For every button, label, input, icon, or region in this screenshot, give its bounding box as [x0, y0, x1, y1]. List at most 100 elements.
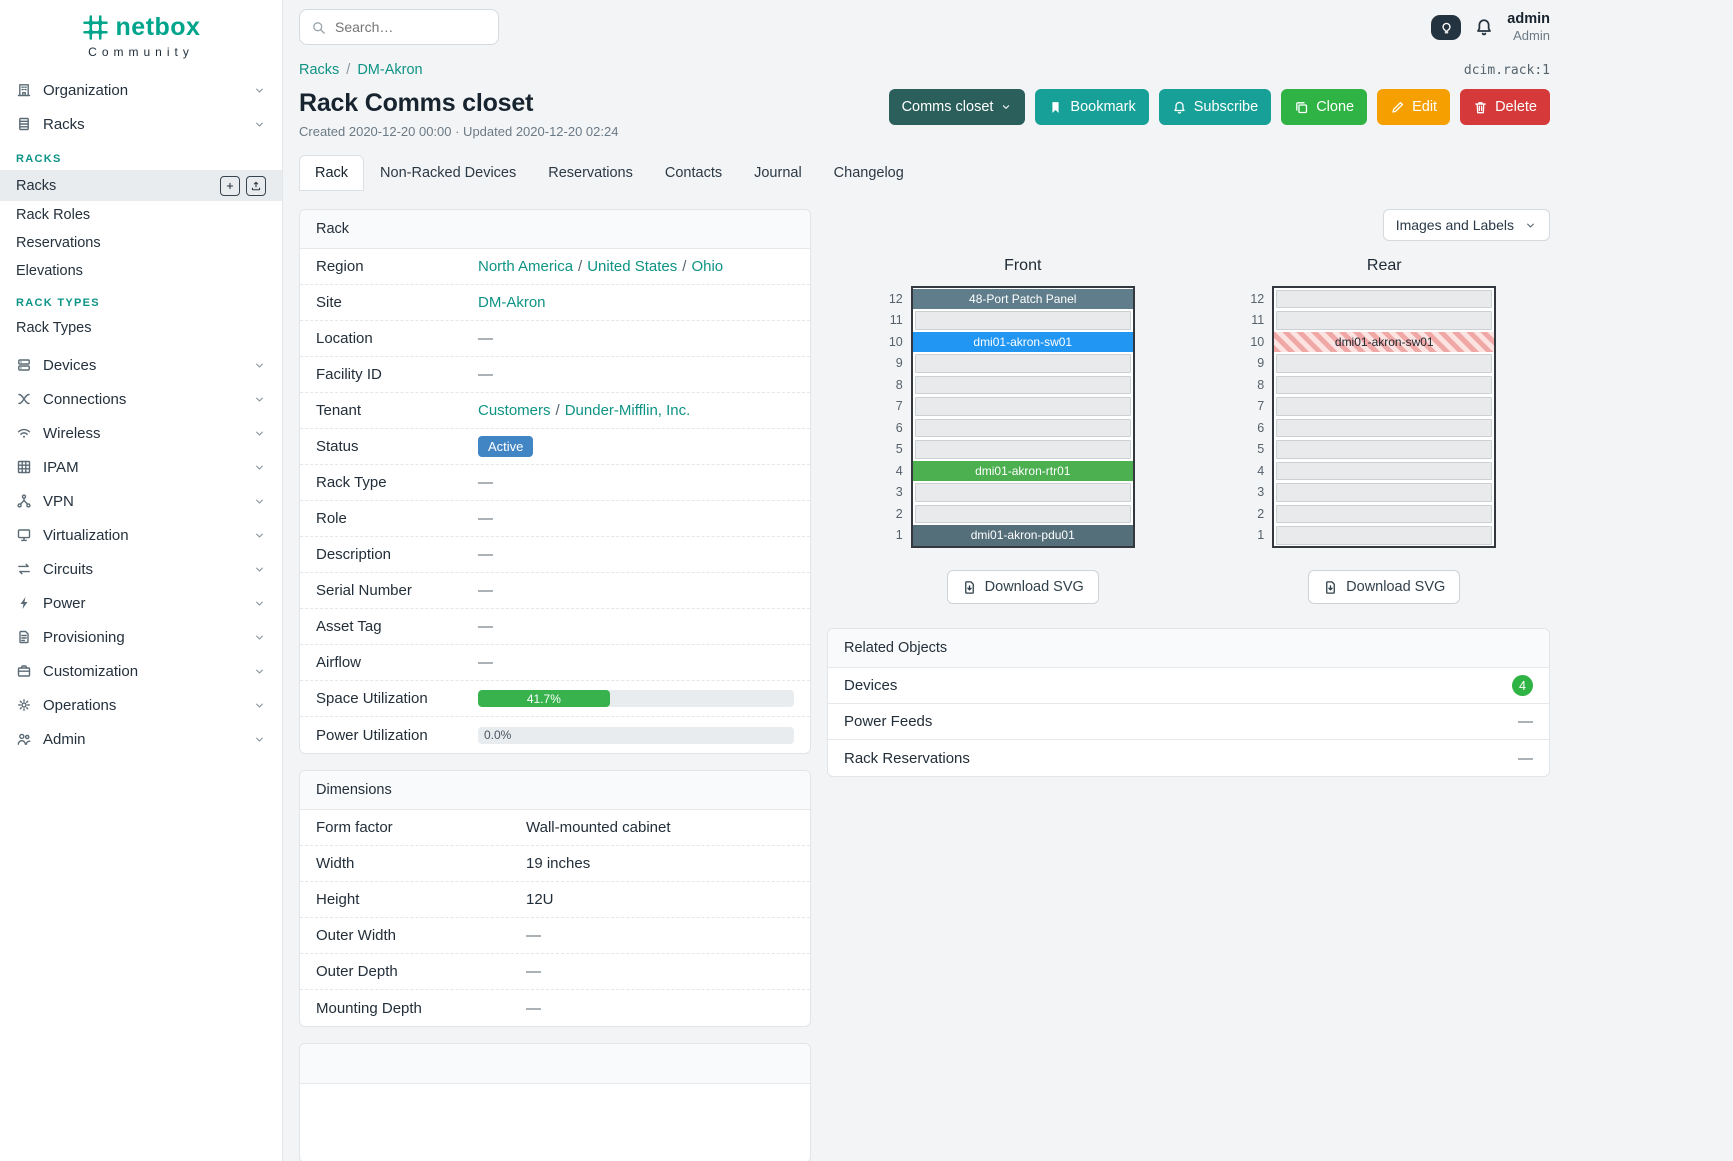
brand-name: netbox: [115, 13, 201, 41]
rack-empty-slot[interactable]: [914, 483, 1131, 502]
sidebar-item-operations[interactable]: Operations: [0, 688, 282, 722]
rack-empty-slot[interactable]: [914, 375, 1131, 394]
rack-empty-slot[interactable]: [1276, 504, 1493, 523]
download-svg-button[interactable]: Download SVG: [1308, 570, 1461, 604]
attr-value: 19 inches: [526, 855, 794, 872]
chevron-down-icon: [253, 597, 266, 610]
attr-row: Location —: [300, 321, 810, 357]
attr-row: Site DM-Akron: [300, 285, 810, 321]
search-input[interactable]: [335, 19, 487, 35]
search-box[interactable]: [299, 9, 499, 45]
tab-reservations[interactable]: Reservations: [548, 165, 633, 181]
breadcrumb-link-racks[interactable]: Racks: [299, 62, 340, 78]
sidebar-item-wireless[interactable]: Wireless: [0, 416, 282, 450]
sidebar-item-ipam[interactable]: IPAM: [0, 450, 282, 484]
rack-empty-slot[interactable]: [914, 311, 1131, 330]
sidebar-item-circuits[interactable]: Circuits: [0, 552, 282, 586]
rack-unit: [913, 439, 1133, 461]
rack-empty-slot[interactable]: [914, 397, 1131, 416]
sidebar-item-label: Operations: [43, 696, 117, 714]
sidebar-subitem-racks[interactable]: Racks: [0, 170, 282, 201]
rack-empty-slot[interactable]: [1276, 418, 1493, 437]
sidebar-item-virtualization[interactable]: Virtualization: [0, 518, 282, 552]
subscribe-button[interactable]: Subscribe: [1158, 89, 1272, 125]
delete-button[interactable]: Delete: [1460, 89, 1550, 125]
sidebar-item-admin[interactable]: Admin: [0, 722, 282, 756]
sidebar-item-provisioning[interactable]: Provisioning: [0, 620, 282, 654]
rack-empty-slot[interactable]: [1276, 311, 1493, 330]
sidebar-item-power[interactable]: Power: [0, 586, 282, 620]
rack-empty-slot[interactable]: [1276, 397, 1493, 416]
related-object-row[interactable]: Devices 4: [828, 668, 1549, 704]
import-button[interactable]: [246, 175, 266, 196]
rack-unit: [913, 353, 1133, 375]
attr-label: Width: [316, 855, 355, 872]
rack-empty-slot[interactable]: [914, 440, 1131, 459]
sidebar-item-vpn[interactable]: VPN: [0, 484, 282, 518]
attr-value: —: [478, 582, 794, 599]
trash-icon: [1473, 100, 1488, 115]
attr-value: DM-Akron: [478, 294, 794, 311]
rack-empty-slot[interactable]: [1276, 526, 1493, 545]
dark-mode-toggle-button[interactable]: [1431, 14, 1462, 40]
sidebar-item-organization[interactable]: Organization: [0, 73, 282, 107]
attr-link[interactable]: United States: [587, 258, 678, 275]
rack-device[interactable]: dmi01-akron-rtr01: [912, 460, 1133, 481]
attr-link[interactable]: DM-Akron: [478, 294, 546, 311]
download-svg-button[interactable]: Download SVG: [946, 570, 1099, 604]
bell-icon: [1474, 17, 1494, 37]
rack-device[interactable]: dmi01-akron-sw01: [912, 331, 1133, 352]
attr-label: Status: [316, 438, 359, 455]
sidebar-item-racks[interactable]: Racks: [0, 107, 282, 141]
sidebar-item-customization[interactable]: Customization: [0, 654, 282, 688]
related-object-label: Power Feeds: [844, 713, 933, 730]
sidebar-subitem-elevations[interactable]: Elevations: [0, 257, 282, 285]
gear-icon: [16, 697, 32, 713]
tab-rack[interactable]: Rack: [299, 155, 365, 191]
attr-link[interactable]: North America: [478, 258, 574, 275]
rack-empty-slot[interactable]: [914, 354, 1131, 373]
bookmark-button[interactable]: Bookmark: [1035, 89, 1149, 125]
rack-empty-slot[interactable]: [1276, 461, 1493, 480]
clone-button[interactable]: Clone: [1281, 89, 1368, 125]
related-object-row[interactable]: Power Feeds —: [828, 704, 1549, 740]
notifications-button[interactable]: [1474, 17, 1494, 37]
rack-empty-slot[interactable]: [1276, 375, 1493, 394]
tab-non-racked-devices[interactable]: Non-Racked Devices: [380, 165, 517, 181]
tab-contacts[interactable]: Contacts: [664, 165, 723, 181]
edit-button[interactable]: Edit: [1377, 89, 1451, 125]
brand[interactable]: netbox Community: [0, 0, 282, 63]
rack-empty-slot[interactable]: [1276, 440, 1493, 459]
rack-device[interactable]: dmi01-akron-pdu01: [912, 525, 1133, 546]
sidebar-item-connections[interactable]: Connections: [0, 382, 282, 416]
sidebar-subitem-rack-types[interactable]: Rack Types: [0, 314, 282, 342]
rack-empty-slot[interactable]: [1276, 354, 1493, 373]
attr-row: Width 19 inches: [300, 846, 810, 882]
rack-empty-slot[interactable]: [914, 504, 1131, 523]
add-button[interactable]: [220, 175, 240, 196]
topbar: admin Admin: [283, 0, 1566, 54]
tab-changelog[interactable]: Changelog: [833, 165, 904, 181]
attr-link[interactable]: Dunder-Mifflin, Inc.: [564, 402, 691, 419]
unit-number: 9: [895, 356, 903, 371]
attr-link[interactable]: Ohio: [691, 258, 724, 275]
rack-empty-slot[interactable]: [1276, 483, 1493, 502]
unit-number: 10: [1250, 334, 1265, 349]
sidebar-item-devices[interactable]: Devices: [0, 348, 282, 382]
images-and-labels-dropdown[interactable]: Images and Labels: [1382, 209, 1550, 241]
rack-empty-slot[interactable]: [914, 418, 1131, 437]
sidebar-subitem-rack-roles[interactable]: Rack Roles: [0, 201, 282, 229]
related-object-row[interactable]: Rack Reservations —: [828, 740, 1549, 776]
breadcrumb-link-site[interactable]: DM-Akron: [357, 62, 423, 78]
rack-device[interactable]: 48-Port Patch Panel: [912, 288, 1133, 309]
user-menu[interactable]: admin Admin: [1507, 10, 1550, 44]
brand-tagline: Community: [88, 45, 194, 59]
config-context-dropdown-button[interactable]: Comms closet: [888, 89, 1026, 125]
subnav-item-label: Rack Types: [16, 320, 92, 336]
rack-device[interactable]: dmi01-akron-sw01: [1274, 331, 1495, 352]
tab-journal[interactable]: Journal: [754, 165, 802, 181]
sidebar-subitem-reservations[interactable]: Reservations: [0, 229, 282, 257]
rack-empty-slot[interactable]: [1276, 289, 1493, 308]
attr-link[interactable]: Customers: [478, 402, 551, 419]
unit-number: 7: [895, 399, 903, 414]
